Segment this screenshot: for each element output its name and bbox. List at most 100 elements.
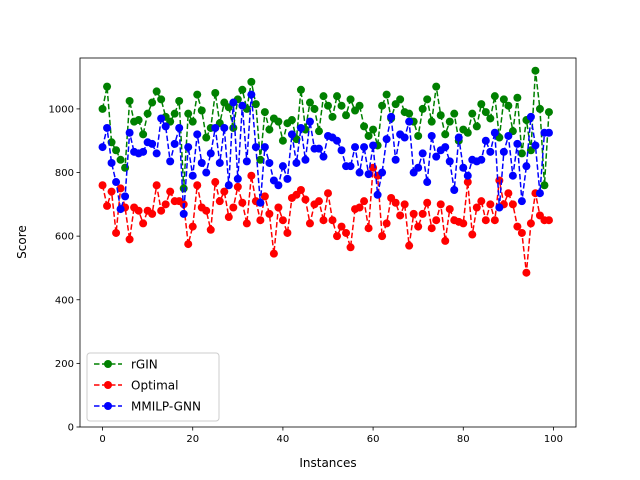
data-point <box>418 209 427 218</box>
data-point <box>139 147 148 156</box>
data-point <box>215 158 224 167</box>
data-point <box>184 240 193 249</box>
data-point <box>121 192 130 201</box>
data-point <box>526 219 535 228</box>
data-point <box>125 96 134 105</box>
data-point <box>274 203 283 212</box>
data-point <box>423 95 432 104</box>
data-point <box>152 181 161 190</box>
data-point <box>116 205 125 214</box>
data-point <box>459 219 468 228</box>
data-point <box>184 143 193 152</box>
data-point <box>197 106 206 115</box>
data-point <box>490 216 499 225</box>
data-point <box>305 98 314 107</box>
data-point <box>360 143 369 152</box>
legend-marker <box>104 360 112 368</box>
data-point <box>409 209 418 218</box>
y-tick-label: 200 <box>55 359 74 370</box>
legend-label: MMILP-GNN <box>131 400 201 414</box>
data-point <box>463 178 472 187</box>
data-point <box>256 198 265 207</box>
data-point <box>314 197 323 206</box>
y-tick-label: 0 <box>68 423 74 434</box>
data-point <box>305 219 314 228</box>
x-axis: 0 20 40 60 80 100 <box>99 427 563 445</box>
data-point <box>103 123 112 132</box>
data-point <box>220 187 229 196</box>
data-point <box>445 157 454 166</box>
data-point <box>107 187 116 196</box>
data-point <box>274 181 283 190</box>
data-point <box>481 108 490 117</box>
data-point <box>107 158 116 167</box>
data-point <box>382 219 391 228</box>
data-point <box>184 109 193 118</box>
data-point <box>337 146 346 155</box>
data-point <box>112 146 121 155</box>
data-point <box>134 116 143 125</box>
data-point <box>193 90 202 99</box>
data-point <box>324 189 332 198</box>
data-point <box>233 174 242 183</box>
data-point <box>450 109 459 118</box>
data-point <box>373 190 382 199</box>
data-point <box>463 128 472 137</box>
data-point <box>103 82 112 91</box>
data-point <box>436 200 445 209</box>
data-point <box>98 143 107 152</box>
legend-box <box>86 352 220 422</box>
data-point <box>346 95 355 104</box>
data-point <box>319 216 328 225</box>
data-point <box>242 219 251 228</box>
data-point <box>278 136 287 145</box>
data-point <box>432 82 441 91</box>
data-point <box>337 101 346 110</box>
data-point <box>405 117 414 126</box>
data-point <box>427 131 436 140</box>
data-point <box>242 157 251 166</box>
data-point <box>544 128 553 137</box>
data-point <box>378 168 387 177</box>
y-tick-label: 1000 <box>49 104 74 115</box>
data-point <box>414 163 423 172</box>
data-point <box>188 222 197 231</box>
data-point <box>224 213 233 222</box>
data-point <box>508 200 517 209</box>
data-point <box>346 162 355 171</box>
data-point <box>522 162 531 171</box>
data-point <box>490 92 499 101</box>
data-point <box>517 149 526 158</box>
data-point <box>170 139 179 148</box>
data-point <box>179 209 188 218</box>
data-point <box>170 109 179 118</box>
data-point <box>238 198 247 207</box>
data-point <box>405 109 414 118</box>
data-point <box>441 143 450 152</box>
y-axis: 0 200 400 600 800 1000 <box>49 104 80 434</box>
y-tick-label: 400 <box>55 295 74 306</box>
data-point <box>175 123 184 132</box>
data-point <box>229 123 238 132</box>
data-point <box>535 104 544 113</box>
data-point <box>454 133 463 142</box>
data-point <box>391 155 400 164</box>
data-point <box>202 168 211 177</box>
data-point <box>490 128 499 137</box>
data-point <box>531 141 540 150</box>
data-point <box>251 100 260 109</box>
data-point <box>333 136 342 145</box>
data-point <box>287 130 296 139</box>
data-point <box>247 77 256 86</box>
data-point <box>166 157 175 166</box>
data-point <box>283 174 292 183</box>
data-point <box>364 224 373 233</box>
data-point <box>346 243 355 252</box>
data-point <box>355 168 364 177</box>
data-point <box>445 205 454 214</box>
series-layer <box>98 66 553 277</box>
data-point <box>364 170 373 179</box>
data-point <box>224 181 233 190</box>
data-point <box>441 130 450 139</box>
